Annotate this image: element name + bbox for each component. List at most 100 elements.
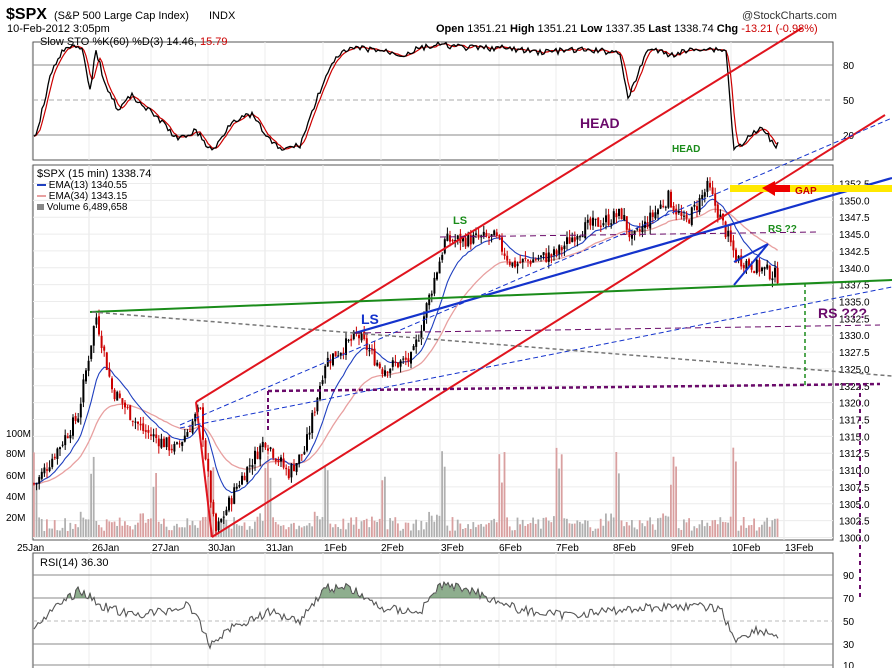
candle-body xyxy=(316,397,319,412)
volume-bar xyxy=(64,518,66,537)
candle-body xyxy=(399,360,402,367)
volume-tick-label: 80M xyxy=(6,449,25,460)
candle-body xyxy=(719,214,722,220)
volume-bar xyxy=(576,520,579,537)
candle-body xyxy=(571,237,574,242)
volume-bar xyxy=(303,526,306,537)
volume-bar xyxy=(464,528,467,537)
volume-bar xyxy=(693,526,696,537)
candle-body xyxy=(168,436,171,451)
x-tick-label-7Feb: 7Feb xyxy=(556,543,579,554)
sto-d-line xyxy=(33,43,779,150)
sto-tick-label: 80 xyxy=(843,61,855,72)
volume-bar xyxy=(209,481,212,537)
candle-body xyxy=(672,205,675,211)
volume-bar xyxy=(277,524,280,537)
volume-bar xyxy=(532,517,534,537)
candle-body xyxy=(207,458,210,472)
volume-bar xyxy=(508,526,511,537)
candle-body xyxy=(581,236,584,238)
candle-body xyxy=(456,235,459,240)
y-tick-label: 1317.5 xyxy=(839,416,870,427)
x-tick-label-9Feb: 9Feb xyxy=(671,543,694,554)
candle-body xyxy=(134,421,137,423)
volume-bar xyxy=(690,530,693,537)
volume-bar xyxy=(350,517,352,537)
candle-body xyxy=(685,214,688,219)
volume-bar xyxy=(191,520,194,537)
chg-value: -13.21 (-0.98%) xyxy=(741,23,818,35)
volume-bar xyxy=(462,528,464,537)
candle-body xyxy=(620,208,623,220)
volume-legend-text: Volume 6,489,658 xyxy=(46,202,128,213)
rsi-tick-label: 10 xyxy=(843,661,855,668)
candle-body xyxy=(324,365,327,379)
ema13-legend: EMA(13) 1340.55 xyxy=(37,180,127,191)
candle-body xyxy=(701,195,704,200)
volume-bar xyxy=(183,527,186,537)
volume-bar xyxy=(737,530,740,537)
volume-bar xyxy=(475,527,477,537)
candle-body xyxy=(763,267,766,270)
volume-bar xyxy=(628,525,631,537)
candle-body xyxy=(469,234,472,245)
rsi-overbought-fill xyxy=(341,587,343,598)
volume-bar xyxy=(761,524,763,537)
volume-bar xyxy=(272,517,274,537)
volume-bar xyxy=(527,524,529,537)
candle-body xyxy=(368,350,371,352)
rsi-tick-label: 30 xyxy=(843,640,855,651)
candle-body xyxy=(139,423,142,426)
candle-body xyxy=(454,239,457,242)
candle-body xyxy=(755,259,758,273)
candle-body xyxy=(727,230,730,237)
ema13-legend-text: EMA(13) 1340.55 xyxy=(48,180,128,191)
rsi-legend: RSI(14) 36.30 xyxy=(40,557,109,569)
candle-body xyxy=(160,438,163,448)
rsi-overbought-fill xyxy=(431,594,433,598)
symbol-title: $SPX xyxy=(6,6,47,23)
volume-bar xyxy=(399,530,402,537)
volume-bar xyxy=(701,520,703,537)
purple-dashed-mid xyxy=(354,324,881,334)
volume-bar xyxy=(194,525,196,537)
volume-bar xyxy=(553,516,555,537)
candle-body xyxy=(563,245,566,250)
volume-bar xyxy=(293,522,295,537)
candle-body xyxy=(430,293,433,296)
candle-body xyxy=(212,502,215,514)
candle-body xyxy=(163,438,165,448)
volume-bar xyxy=(285,529,287,537)
volume-bar xyxy=(615,452,618,537)
datetime-label: 10-Feb-2012 3:05pm xyxy=(7,23,110,35)
rsi-overbought-fill xyxy=(453,589,455,598)
candle-body xyxy=(428,294,431,306)
gap-highlight xyxy=(730,185,892,192)
volume-bar xyxy=(339,528,342,537)
volume-bar xyxy=(662,513,664,537)
volume-bar xyxy=(456,519,459,537)
volume-bar xyxy=(545,517,547,537)
rsi-overbought-fill xyxy=(451,584,453,598)
brand-label: @StockCharts.com xyxy=(742,10,837,22)
volume-bar xyxy=(254,521,256,537)
candle-body xyxy=(77,418,80,422)
volume-bar xyxy=(490,520,493,537)
candle-body xyxy=(48,467,51,471)
volume-bar xyxy=(345,529,347,537)
candle-body xyxy=(90,345,93,359)
volume-bar xyxy=(758,527,761,537)
volume-bar xyxy=(378,518,381,537)
candle-body xyxy=(537,258,540,260)
rsi-overbought-fill xyxy=(449,587,451,598)
candle-body xyxy=(72,417,74,436)
volume-bar xyxy=(246,529,248,537)
volume-bar xyxy=(126,525,129,537)
volume-tick-label: 60M xyxy=(6,471,25,482)
volume-bar xyxy=(51,528,53,537)
candle-body xyxy=(402,358,405,360)
candle-body xyxy=(303,451,306,455)
volume-bar xyxy=(623,526,625,537)
candle-body xyxy=(651,212,654,217)
candle-body xyxy=(85,370,87,382)
